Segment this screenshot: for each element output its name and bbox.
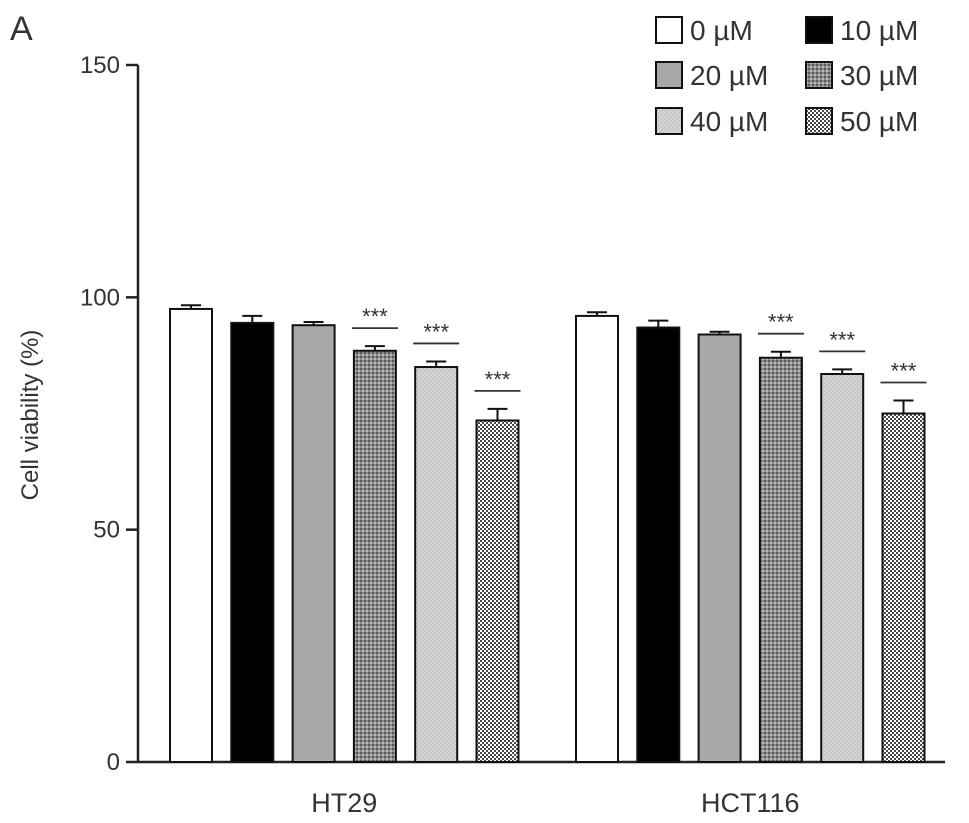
- bar: [758, 356, 803, 763]
- y-axis-label: Cell viability (%): [17, 330, 44, 501]
- legend-swatch: [655, 107, 683, 135]
- legend-label: 40 µM: [690, 106, 768, 137]
- legend-label: 20 µM: [690, 60, 768, 91]
- bar: [575, 314, 619, 763]
- y-tick-label: 100: [80, 284, 120, 311]
- significance-label: ***: [362, 304, 388, 329]
- y-tick-label: 50: [93, 517, 120, 544]
- legend-label: 30 µM: [840, 60, 918, 91]
- panel-label: A: [10, 10, 33, 48]
- significance-label: ***: [423, 319, 449, 344]
- bar: [475, 419, 520, 763]
- legend: 0 µM 10 µM 20 µM 30 µM 40 µM 50 µM: [655, 15, 918, 137]
- legend-swatch: [655, 61, 683, 89]
- legend-label: 10 µM: [840, 15, 918, 46]
- x-tick-label: HT29: [311, 788, 377, 818]
- bar: [820, 373, 865, 763]
- y-tick-label: 0: [107, 749, 120, 776]
- bars: *** *** *** HT29 *** *** *** HCT116: [169, 304, 927, 818]
- y-tick-label: 150: [80, 52, 120, 79]
- legend-label: 0 µM: [690, 15, 753, 46]
- bar: [291, 324, 336, 763]
- bar: [352, 349, 397, 763]
- legend-swatch: [805, 16, 833, 44]
- significance-label: ***: [485, 367, 511, 392]
- bar: [230, 321, 275, 763]
- legend-swatch: [805, 107, 833, 135]
- significance-label: ***: [829, 327, 855, 352]
- significance-label: ***: [768, 310, 794, 335]
- legend-swatch: [655, 16, 683, 44]
- legend-swatch: [805, 61, 833, 89]
- bar: [636, 326, 681, 763]
- legend-label: 50 µM: [840, 106, 918, 137]
- bar: [697, 333, 742, 763]
- x-tick-label: HCT116: [701, 788, 800, 818]
- bar: [881, 412, 926, 763]
- bar: [414, 366, 459, 763]
- bar: [169, 307, 213, 763]
- significance-label: ***: [891, 358, 917, 383]
